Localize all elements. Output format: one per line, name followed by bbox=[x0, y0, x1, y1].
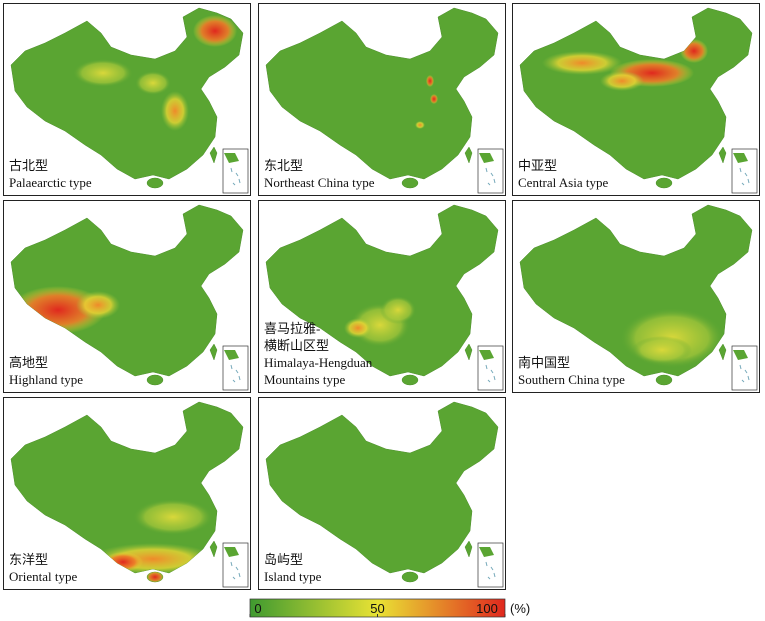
panel-label: Himalaya-Hengduan bbox=[264, 355, 373, 370]
hotspot bbox=[161, 91, 189, 131]
inset-coast bbox=[224, 153, 239, 163]
hotspot bbox=[430, 94, 438, 104]
panel-label: Southern China type bbox=[518, 372, 625, 387]
map-panel: 东北型 Northeast China type bbox=[258, 3, 506, 196]
hotspots bbox=[73, 15, 237, 131]
inset-map bbox=[222, 148, 249, 194]
hotspot bbox=[426, 75, 434, 87]
panel-label: 古北型 bbox=[9, 158, 48, 173]
colorbar-tick-label: 0 bbox=[254, 601, 261, 616]
hotspots bbox=[415, 75, 438, 129]
inset-islands bbox=[739, 167, 750, 186]
inset-map bbox=[477, 542, 504, 588]
hotspot bbox=[344, 318, 372, 338]
inset-islands bbox=[485, 364, 496, 383]
hotspots bbox=[344, 296, 416, 347]
inset-islands bbox=[230, 364, 241, 383]
panel-label: 高地型 bbox=[9, 355, 48, 370]
panel-label: Highland type bbox=[9, 372, 83, 387]
hotspot bbox=[135, 71, 171, 95]
map-panel: 岛屿型 Island type bbox=[258, 397, 506, 590]
hotspot bbox=[600, 71, 644, 91]
inset-map bbox=[477, 148, 504, 194]
hotspot bbox=[133, 499, 213, 535]
inset-map bbox=[222, 345, 249, 391]
panel-label: Mountains type bbox=[264, 372, 345, 387]
hotspot bbox=[380, 296, 416, 324]
hotspot bbox=[415, 121, 425, 129]
inset-coast bbox=[479, 153, 494, 163]
inset-islands bbox=[230, 561, 241, 580]
panel-label: 中亚型 bbox=[518, 158, 557, 173]
hotspot bbox=[73, 59, 133, 87]
inset-islands bbox=[485, 167, 496, 186]
panel-label: Oriental type bbox=[9, 569, 77, 584]
panel-label: Northeast China type bbox=[264, 175, 375, 190]
inset-coast bbox=[224, 350, 239, 360]
panel-label: 横断山区型 bbox=[264, 338, 329, 353]
hotspot bbox=[193, 15, 237, 47]
panel-label: Central Asia type bbox=[518, 175, 608, 190]
colorbar: 0 50 100 (%) bbox=[249, 598, 530, 618]
inset-coast bbox=[479, 350, 494, 360]
hotspots bbox=[542, 39, 708, 91]
inset-map bbox=[222, 542, 249, 588]
panels: 古北型 Palaearctic type 东北型 Northeast China ty… bbox=[3, 3, 760, 590]
panel-label: Palaearctic type bbox=[9, 175, 92, 190]
map-panel: 古北型 Palaearctic type bbox=[3, 3, 251, 196]
map-panel: 东洋型 Oriental type bbox=[3, 397, 251, 590]
inset-coast bbox=[479, 547, 494, 557]
colorbar-unit: (%) bbox=[510, 601, 530, 616]
inset-map bbox=[731, 148, 758, 194]
colorbar-tick-label: 100 bbox=[476, 601, 498, 616]
hotspot bbox=[542, 51, 622, 75]
inset-map bbox=[477, 345, 504, 391]
inset-islands bbox=[485, 561, 496, 580]
inset-islands bbox=[739, 364, 750, 383]
panel-label: 喜马拉雅- bbox=[264, 321, 320, 336]
map-panel: 喜马拉雅- 横断山区型 Himalaya-Hengduan Mountains typ… bbox=[258, 200, 506, 393]
map-panel: 高地型 Highland type bbox=[3, 200, 251, 393]
hotspot bbox=[632, 336, 692, 364]
hotspot bbox=[76, 291, 120, 319]
map-panel: 中亚型 Central Asia type bbox=[512, 3, 760, 196]
panel-label: 南中国型 bbox=[518, 355, 570, 370]
panel-label: Island type bbox=[264, 569, 322, 584]
hotspots bbox=[620, 308, 724, 368]
panel-label: 东洋型 bbox=[9, 552, 48, 567]
colorbar-tick-label: 50 bbox=[370, 601, 384, 616]
inset-coast bbox=[224, 547, 239, 557]
inset-coast bbox=[733, 350, 748, 360]
inset-map bbox=[731, 345, 758, 391]
inset-coast bbox=[733, 153, 748, 163]
panel-label: 岛屿型 bbox=[264, 552, 303, 567]
hotspot bbox=[146, 571, 164, 582]
panel-label: 东北型 bbox=[264, 158, 303, 173]
map-panel: 南中国型 Southern China type bbox=[512, 200, 760, 393]
inset-islands bbox=[230, 167, 241, 186]
